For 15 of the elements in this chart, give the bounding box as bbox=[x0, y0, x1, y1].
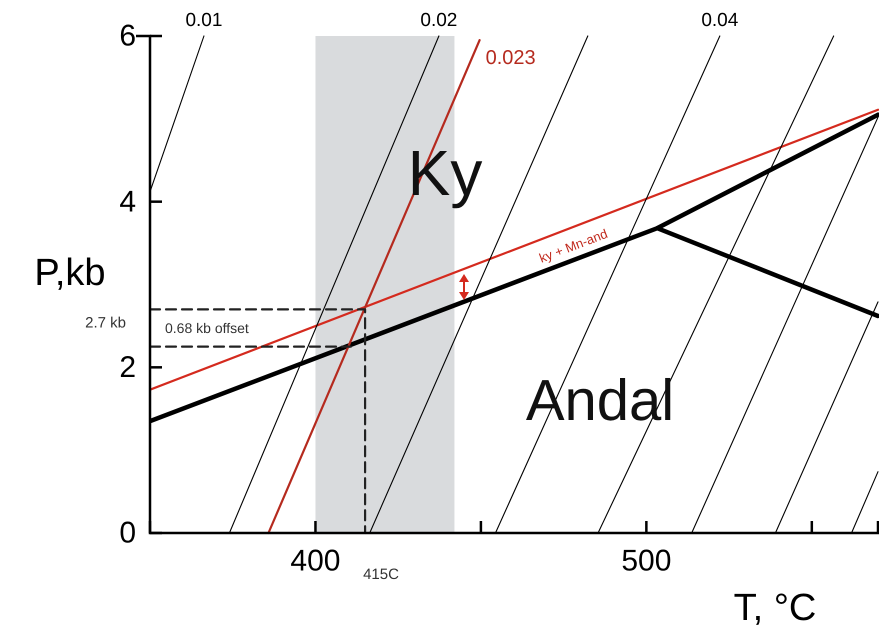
y-tick-label: 6 bbox=[119, 20, 136, 53]
y-tick-label: 2 bbox=[119, 350, 136, 384]
annotation: 0.68 kb offset bbox=[165, 320, 249, 336]
annotation: 2.7 kb bbox=[85, 314, 126, 332]
y-tick-label: 0 bbox=[119, 516, 136, 550]
x-tick-label: 400 bbox=[290, 544, 340, 578]
series-label: 0.04 bbox=[701, 10, 739, 31]
series-label: 0.01 bbox=[185, 10, 222, 31]
x-tick-label: 500 bbox=[621, 544, 672, 578]
y-tick-label: 4 bbox=[119, 185, 136, 218]
x-axis-title: T, °C bbox=[734, 587, 816, 629]
annotation: 415C bbox=[363, 566, 400, 583]
series-label: 0.02 bbox=[420, 10, 458, 31]
series-label: 0.023 bbox=[486, 47, 536, 70]
y-axis-title: P,kb bbox=[34, 252, 106, 294]
